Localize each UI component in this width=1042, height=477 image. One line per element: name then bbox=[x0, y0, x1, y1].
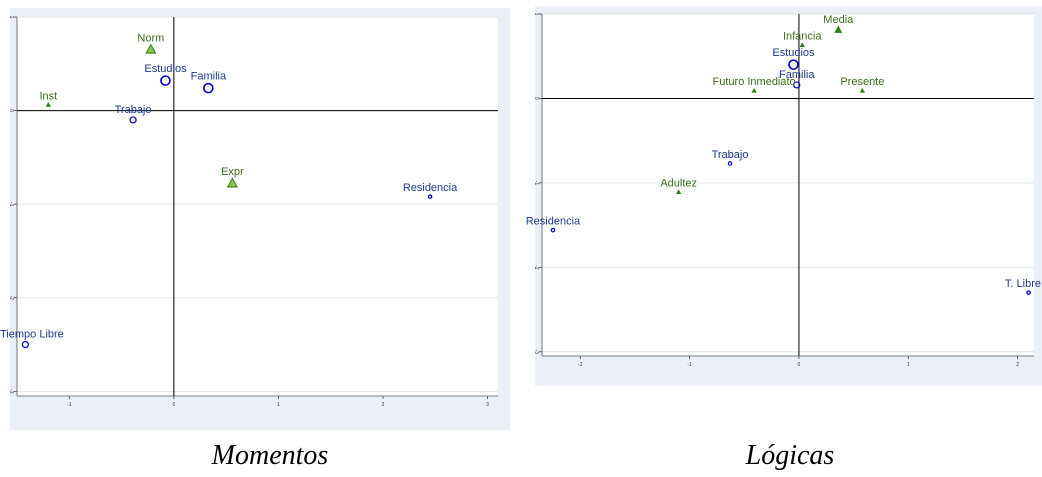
point-label: Residencia bbox=[403, 182, 458, 194]
point-marker bbox=[45, 101, 51, 107]
point-marker bbox=[427, 194, 433, 199]
x-tick-label: -2 bbox=[578, 362, 583, 368]
point-label: T. Libre bbox=[1005, 278, 1041, 290]
point-label: Norm bbox=[137, 32, 164, 44]
x-tick-label: 2 bbox=[1016, 362, 1019, 368]
caption-logicas: Lógicas bbox=[745, 440, 835, 471]
point-label: Tiempo Libre bbox=[0, 329, 64, 341]
y-tick-label: 1 bbox=[8, 16, 14, 19]
point-marker bbox=[799, 42, 805, 48]
point-marker bbox=[793, 81, 801, 89]
y-tick-label: 0 bbox=[533, 97, 539, 100]
point-marker bbox=[550, 227, 556, 233]
point-label: Residencia bbox=[526, 215, 581, 227]
x-tick-label: -1 bbox=[67, 402, 72, 408]
y-tick-label: -1 bbox=[8, 202, 14, 207]
point-label: Media bbox=[823, 14, 854, 26]
point-marker bbox=[129, 116, 137, 124]
point-marker bbox=[203, 82, 214, 94]
x-tick-label: 3 bbox=[486, 402, 489, 408]
point-label: Infancia bbox=[783, 31, 822, 43]
point-label: Familia bbox=[191, 71, 227, 83]
point-marker bbox=[859, 87, 865, 93]
point-label: Futuro Inmediato bbox=[713, 76, 796, 88]
point-label: Estudios bbox=[772, 47, 815, 59]
x-tick-label: 2 bbox=[382, 402, 385, 408]
plot-area bbox=[542, 14, 1034, 356]
point-label: Inst bbox=[40, 90, 58, 102]
point-label: Estudios bbox=[144, 63, 187, 75]
point-label: Trabajo bbox=[115, 104, 152, 116]
x-tick-label: 1 bbox=[277, 402, 280, 408]
point-marker bbox=[751, 87, 757, 93]
point-marker bbox=[160, 75, 171, 86]
point-label: Trabajo bbox=[712, 149, 749, 161]
x-tick-label: -1 bbox=[687, 362, 692, 368]
point-marker bbox=[226, 177, 238, 188]
x-tick-label: 1 bbox=[907, 362, 910, 368]
point-marker bbox=[145, 43, 157, 54]
point-marker bbox=[727, 161, 733, 166]
point-marker bbox=[1026, 290, 1031, 295]
y-tick-label: 0 bbox=[8, 109, 14, 112]
point-marker bbox=[676, 189, 682, 194]
plot-area bbox=[17, 17, 498, 396]
x-tick-label: 0 bbox=[798, 362, 801, 368]
y-tick-label: -2 bbox=[8, 296, 14, 301]
point-marker bbox=[788, 59, 799, 70]
chart-logicas: 1 0 -1 -2 -3 -2 -1 0 1 2 Estudios Familia Trabajo Res… bbox=[526, 6, 1042, 386]
x-tick-label: 0 bbox=[172, 402, 175, 408]
point-marker bbox=[834, 25, 843, 33]
y-tick-label: -3 bbox=[8, 389, 14, 394]
point-label: Presente bbox=[840, 76, 884, 88]
chart-momentos: 1 0 -1 -2 -3 -1 0 1 2 3 Estudios Familia Trabajo Resi… bbox=[0, 8, 510, 430]
y-tick-label: -3 bbox=[533, 350, 539, 355]
point-marker bbox=[21, 340, 29, 349]
caption-momentos: Momentos bbox=[211, 440, 329, 471]
y-tick-label: -2 bbox=[533, 265, 539, 270]
point-label: Familia bbox=[779, 69, 815, 81]
point-label: Adultez bbox=[660, 177, 697, 189]
y-tick-label: -1 bbox=[533, 181, 539, 186]
y-tick-label: 1 bbox=[533, 13, 539, 16]
point-label: Expr bbox=[221, 166, 244, 178]
